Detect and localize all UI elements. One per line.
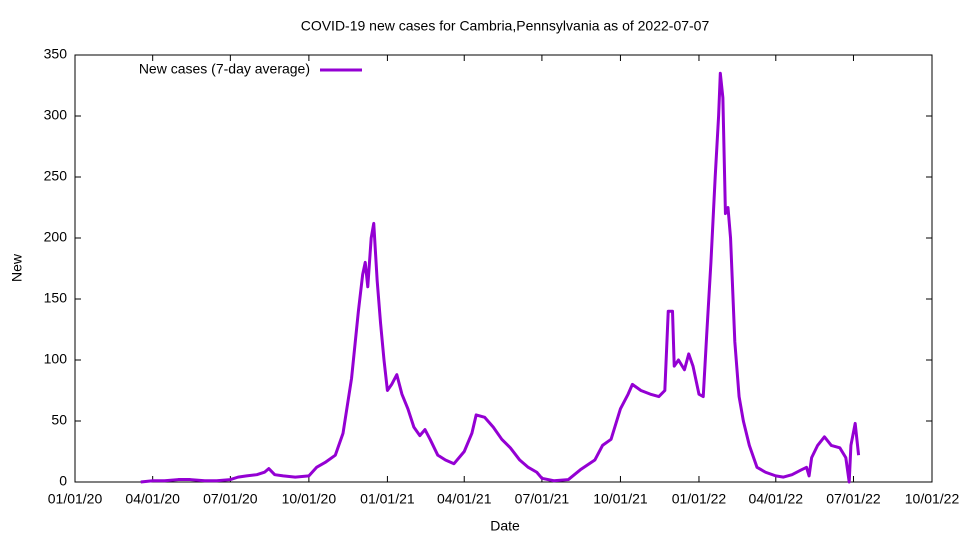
- chart-title: COVID-19 new cases for Cambria,Pennsylva…: [301, 18, 710, 34]
- x-tick-label: 01/01/22: [672, 491, 727, 507]
- x-tick-label: 04/01/22: [749, 491, 804, 507]
- series-line: [140, 71, 861, 484]
- y-tick-label: 50: [51, 412, 67, 428]
- y-tick-label: 200: [44, 229, 68, 245]
- y-axis-label: New: [9, 253, 25, 282]
- legend-label: New cases (7-day average): [139, 61, 310, 77]
- x-tick-label: 04/01/20: [125, 491, 180, 507]
- x-tick-label: 01/01/21: [360, 491, 415, 507]
- y-tick-label: 250: [44, 168, 68, 184]
- y-tick-label: 350: [44, 46, 68, 62]
- x-tick-label: 10/01/22: [905, 491, 960, 507]
- x-tick-label: 10/01/21: [593, 491, 648, 507]
- x-tick-label: 07/01/21: [515, 491, 570, 507]
- x-tick-label: 07/01/20: [203, 491, 258, 507]
- plot-frame: [74, 54, 933, 483]
- x-tick-label: 04/01/21: [437, 491, 492, 507]
- x-axis-label: Date: [490, 518, 520, 534]
- x-tick-label: 07/01/22: [826, 491, 881, 507]
- y-tick-label: 100: [44, 351, 68, 367]
- y-tick-label: 150: [44, 290, 68, 306]
- y-tick-label: 0: [59, 473, 67, 489]
- x-tick-label: 01/01/20: [48, 491, 103, 507]
- x-tick-label: 10/01/20: [282, 491, 337, 507]
- y-tick-label: 300: [44, 107, 68, 123]
